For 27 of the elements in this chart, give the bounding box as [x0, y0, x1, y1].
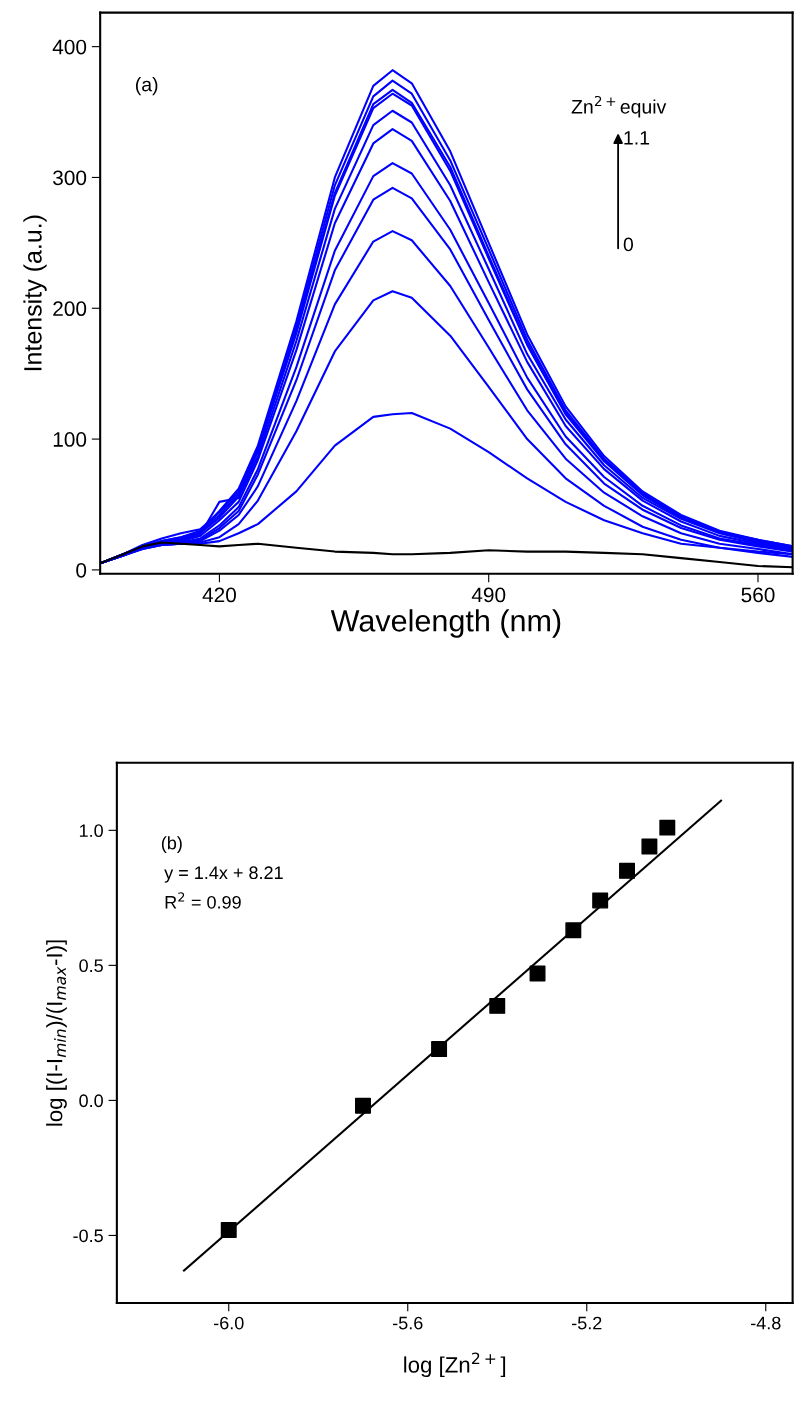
x-tick-label: -5.2	[572, 1316, 602, 1330]
y-axis-title: log [(I-I$_{min}$)/(I$_{max}$-I)]	[46, 940, 67, 1126]
y-tick-label: 300	[53, 170, 87, 186]
annotation: 1.1	[624, 131, 650, 145]
y-tick-label: 200	[53, 301, 87, 317]
x-tick-label: 420	[202, 587, 236, 603]
y-tick-label: 1.0	[79, 824, 103, 838]
x-axis-title: Wavelength (nm)	[330, 609, 561, 638]
annotation: (b)	[161, 836, 182, 853]
annotation: 0	[623, 237, 634, 252]
annotation: (a)	[136, 77, 158, 96]
x-tick-label: -5.6	[393, 1316, 423, 1330]
y-tick-label: 100	[53, 432, 87, 447]
y-tick-label: 0.5	[79, 959, 103, 973]
annotation: Zn$^{2+}$equiv	[571, 95, 667, 118]
y-tick-label: 0.0	[79, 1094, 103, 1108]
x-tick-label: -6.0	[213, 1316, 244, 1330]
y-tick-label: 0	[76, 562, 87, 578]
y-axis-title: Intensity (a.u.)	[23, 215, 47, 371]
x-axis-title: log [Zn$^{2+}$]	[404, 1352, 506, 1378]
annotation: R$^{2}$ = 0.99	[165, 892, 241, 909]
y-tick-label: 400	[52, 39, 87, 55]
y-tick-label: -0.5	[73, 1229, 103, 1243]
x-tick-label: -4.8	[751, 1316, 781, 1330]
x-tick-label: 490	[471, 587, 506, 603]
annotation: y = 1.4x + 8.21	[164, 866, 283, 883]
x-tick-label: 560	[741, 587, 775, 603]
